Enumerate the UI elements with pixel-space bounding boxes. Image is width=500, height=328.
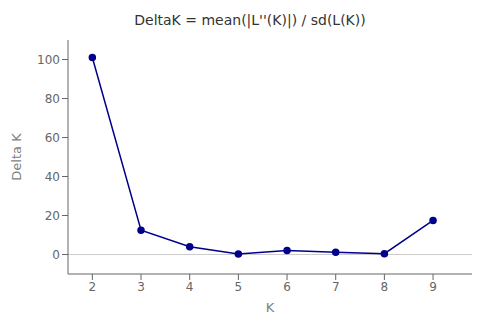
svg-text:100: 100 — [37, 53, 60, 67]
svg-text:2: 2 — [89, 280, 97, 294]
svg-text:0: 0 — [52, 248, 60, 262]
svg-text:K: K — [266, 300, 275, 315]
svg-text:7: 7 — [332, 280, 340, 294]
svg-text:60: 60 — [45, 131, 60, 145]
svg-text:5: 5 — [235, 280, 243, 294]
svg-text:9: 9 — [429, 280, 437, 294]
svg-text:4: 4 — [186, 280, 194, 294]
svg-text:8: 8 — [381, 280, 389, 294]
svg-text:40: 40 — [45, 170, 60, 184]
html-text:DeltaK = mean(|L''(K)|) / sd(L: DeltaK = mean(|L''(K)|) / sd(L(K)) — [134, 12, 366, 28]
svg-text:3: 3 — [137, 280, 145, 294]
svg-text:6: 6 — [283, 280, 291, 294]
svg-text:80: 80 — [45, 92, 60, 106]
svg-text:Delta K: Delta K — [9, 133, 24, 181]
svg-text:20: 20 — [45, 209, 60, 223]
